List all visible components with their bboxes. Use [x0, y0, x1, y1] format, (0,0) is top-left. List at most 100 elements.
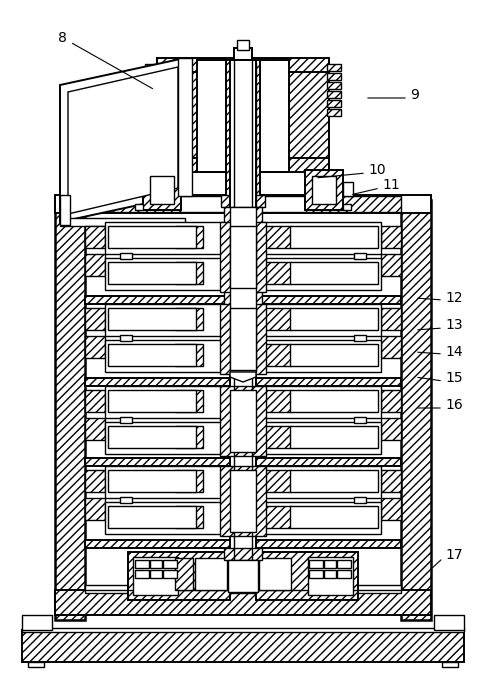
- Bar: [381, 418, 401, 440]
- Bar: [381, 308, 401, 330]
- Bar: [175, 506, 203, 528]
- Bar: [108, 506, 196, 528]
- Bar: [120, 417, 132, 423]
- Bar: [263, 258, 381, 290]
- Bar: [128, 552, 230, 600]
- Bar: [135, 560, 149, 568]
- Bar: [145, 82, 159, 89]
- Bar: [105, 386, 223, 418]
- Bar: [230, 308, 256, 370]
- Bar: [241, 558, 259, 590]
- Bar: [108, 226, 196, 248]
- Text: 17: 17: [445, 548, 463, 562]
- Bar: [105, 502, 223, 534]
- Bar: [230, 60, 256, 570]
- Bar: [263, 502, 381, 534]
- Bar: [108, 390, 196, 412]
- Bar: [290, 506, 378, 528]
- Bar: [150, 176, 174, 204]
- Bar: [263, 386, 381, 418]
- Bar: [401, 200, 431, 620]
- Bar: [85, 378, 401, 386]
- Bar: [108, 344, 196, 366]
- Polygon shape: [68, 67, 178, 214]
- Bar: [85, 498, 105, 520]
- Bar: [442, 662, 458, 667]
- Bar: [263, 262, 291, 284]
- Bar: [145, 73, 159, 80]
- Bar: [163, 570, 177, 578]
- Bar: [85, 296, 401, 304]
- Bar: [175, 226, 203, 248]
- Bar: [85, 418, 105, 440]
- Bar: [22, 628, 464, 632]
- Bar: [290, 426, 378, 448]
- Bar: [135, 570, 149, 578]
- Bar: [230, 226, 256, 288]
- Bar: [343, 182, 353, 196]
- Text: 12: 12: [445, 291, 463, 305]
- Bar: [263, 426, 291, 448]
- Bar: [306, 196, 401, 212]
- Bar: [133, 182, 143, 196]
- Bar: [381, 470, 401, 492]
- Bar: [381, 336, 401, 358]
- Bar: [234, 48, 252, 60]
- Bar: [85, 470, 105, 492]
- Bar: [226, 60, 260, 235]
- Bar: [289, 60, 329, 160]
- Bar: [381, 498, 401, 520]
- Bar: [105, 340, 223, 372]
- Bar: [305, 170, 343, 210]
- Bar: [327, 109, 341, 116]
- Bar: [290, 262, 378, 284]
- Bar: [309, 560, 323, 568]
- Bar: [145, 64, 159, 71]
- Bar: [145, 91, 159, 98]
- Polygon shape: [230, 372, 256, 382]
- Bar: [263, 340, 381, 372]
- Bar: [290, 344, 378, 366]
- Bar: [175, 390, 203, 412]
- Bar: [105, 304, 223, 336]
- Bar: [337, 570, 351, 578]
- Polygon shape: [60, 58, 185, 222]
- Bar: [85, 196, 180, 212]
- Bar: [60, 218, 185, 226]
- Bar: [120, 335, 132, 341]
- Bar: [327, 73, 341, 80]
- Bar: [28, 662, 44, 667]
- Text: 16: 16: [445, 398, 463, 412]
- Bar: [324, 570, 336, 578]
- Bar: [175, 558, 193, 590]
- Bar: [290, 470, 378, 492]
- Bar: [312, 176, 336, 204]
- Bar: [175, 344, 203, 366]
- Bar: [220, 386, 266, 456]
- Bar: [256, 552, 358, 600]
- Bar: [85, 585, 401, 593]
- Bar: [105, 466, 223, 498]
- Bar: [308, 557, 353, 595]
- Bar: [263, 226, 291, 248]
- Bar: [230, 470, 256, 532]
- Bar: [108, 262, 196, 284]
- Bar: [133, 557, 178, 595]
- Bar: [263, 422, 381, 454]
- Bar: [175, 470, 203, 492]
- Bar: [175, 426, 203, 448]
- Text: 11: 11: [382, 178, 400, 192]
- Text: 14: 14: [445, 345, 463, 359]
- Bar: [175, 262, 203, 284]
- Bar: [85, 254, 105, 276]
- Bar: [381, 390, 401, 412]
- Bar: [85, 308, 105, 330]
- Bar: [157, 158, 329, 172]
- Bar: [105, 258, 223, 290]
- Bar: [85, 226, 105, 248]
- Text: 13: 13: [445, 318, 463, 332]
- Bar: [327, 82, 341, 89]
- Bar: [290, 226, 378, 248]
- Bar: [157, 58, 329, 72]
- Bar: [108, 308, 196, 330]
